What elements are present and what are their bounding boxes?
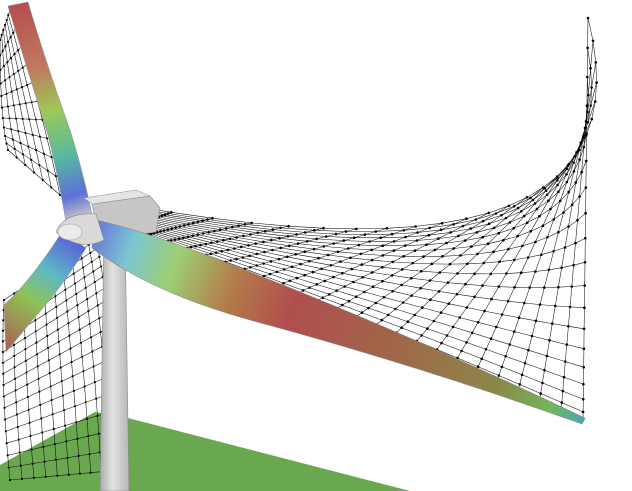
hub-cap (57, 223, 83, 241)
nacelle-top (83, 189, 151, 205)
blade-upper (7, 1, 93, 223)
ground-plane (0, 412, 410, 491)
blade-right (91, 219, 586, 425)
blade-left (3, 231, 87, 353)
wake-mesh (0, 8, 598, 482)
